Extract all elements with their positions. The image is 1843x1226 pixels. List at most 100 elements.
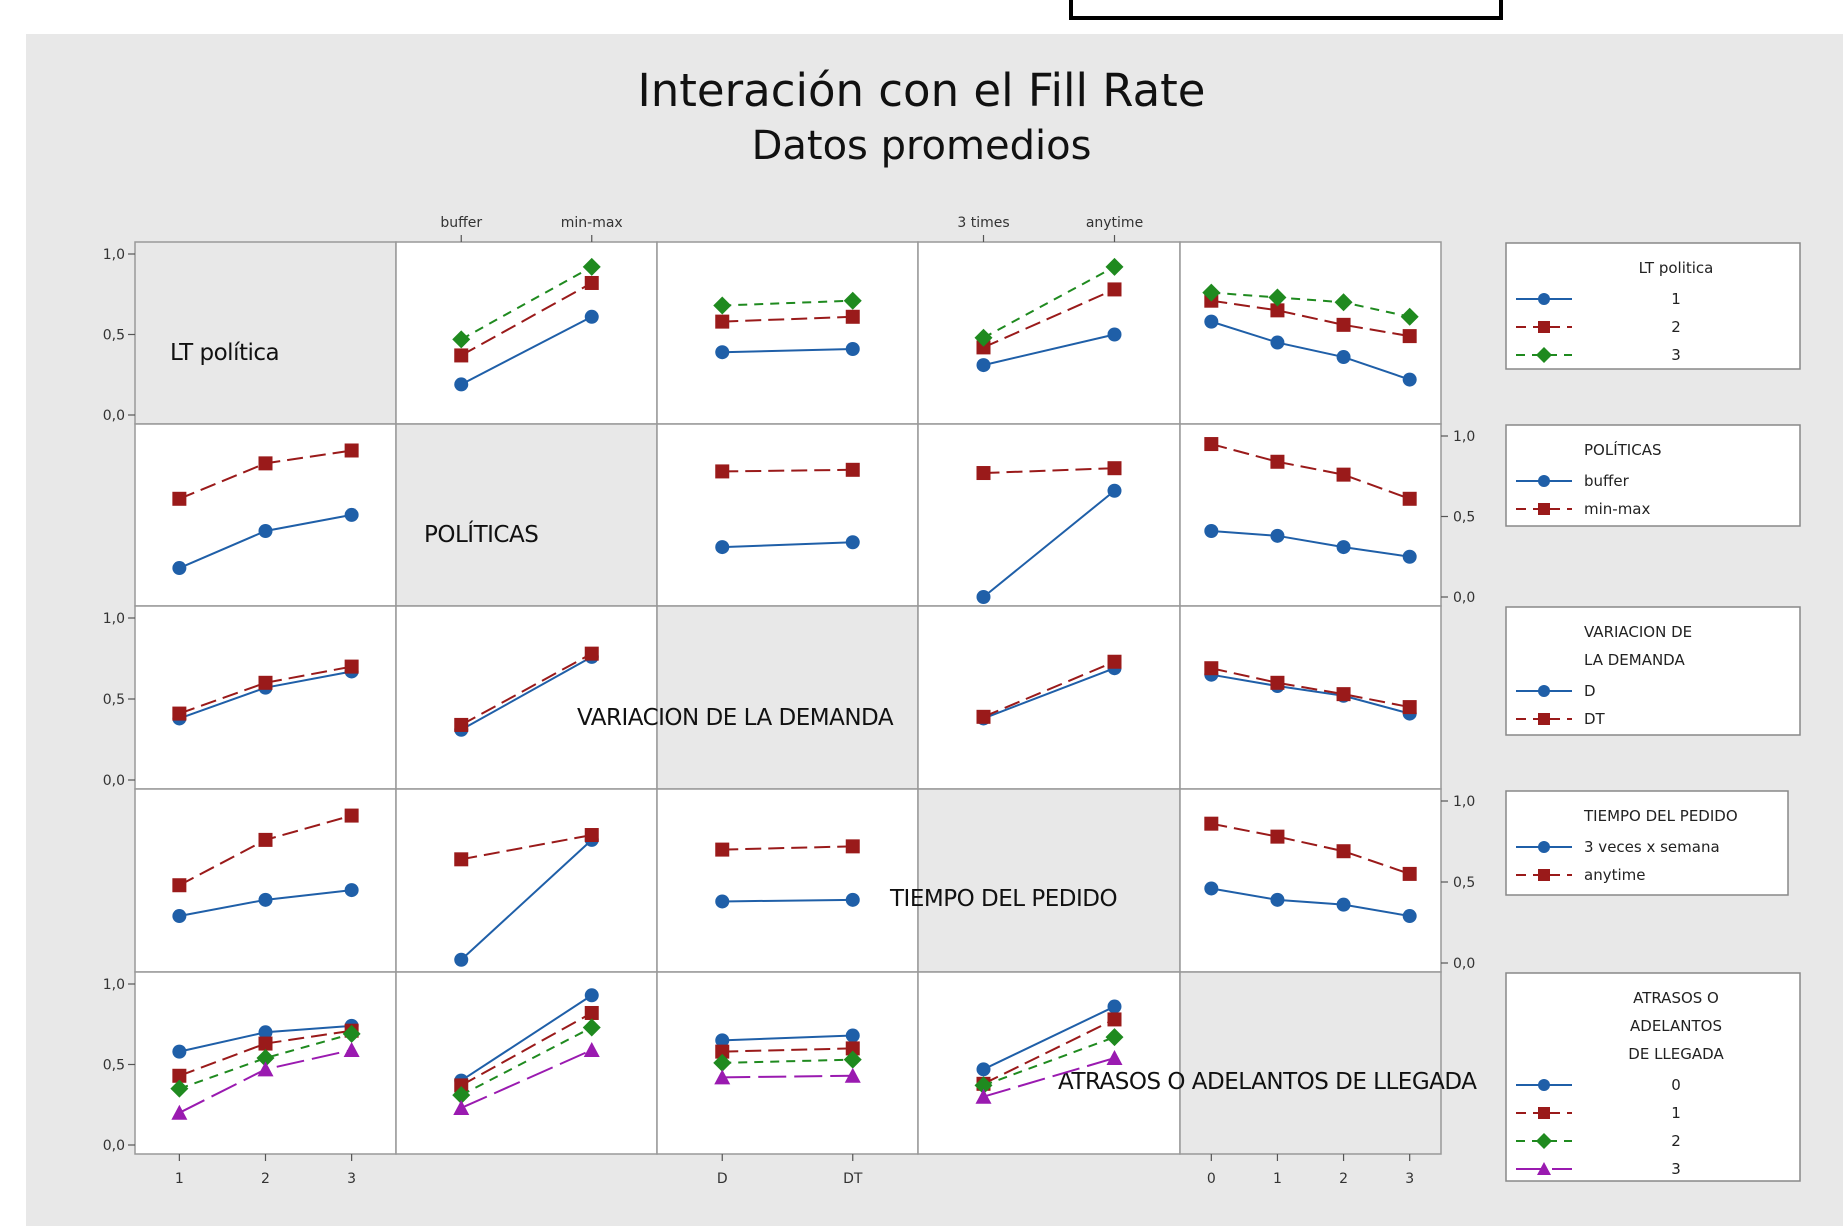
diagonal-cell — [134, 241, 397, 425]
data-point — [845, 839, 860, 854]
legend-marker — [1538, 293, 1550, 305]
diagonal-label: POLÍTICAS — [424, 520, 538, 548]
data-point — [1270, 675, 1285, 690]
plot-cell — [1179, 241, 1442, 425]
data-point — [1107, 1012, 1122, 1027]
data-point — [1204, 816, 1219, 831]
plot-cell — [917, 605, 1181, 790]
data-point — [582, 257, 601, 276]
data-point — [974, 1076, 993, 1095]
data-point — [258, 892, 273, 907]
legend-marker — [1538, 503, 1550, 515]
x-tick-label: 0 — [1207, 1171, 1216, 1187]
data-point — [584, 828, 599, 843]
data-point — [1336, 540, 1351, 555]
x-tick-label: min-max — [561, 215, 623, 231]
plot-cell — [395, 971, 658, 1155]
data-point — [584, 1005, 599, 1020]
data-point — [845, 309, 860, 324]
diagonal-label: LT política — [170, 340, 279, 366]
data-point — [715, 314, 730, 329]
data-point — [1107, 654, 1122, 669]
y-tick-label: 0,0 — [1453, 590, 1475, 606]
series-line — [1211, 443, 1411, 500]
diagonal-label: ATRASOS O ADELANTOS DE LLEGADA — [1058, 1069, 1477, 1095]
data-point — [1336, 467, 1351, 482]
data-point — [258, 1036, 273, 1051]
data-point — [452, 330, 471, 349]
data-point — [1336, 687, 1351, 702]
data-point — [1336, 350, 1351, 365]
y-tick-label: 0,0 — [103, 408, 125, 424]
data-point — [258, 456, 273, 471]
data-point — [1270, 335, 1285, 350]
data-point — [1400, 307, 1419, 326]
diagonal-cell — [395, 423, 658, 607]
data-point — [715, 540, 730, 555]
diagonal-label: VARIACION DE LA DEMANDA — [577, 705, 894, 731]
data-point — [256, 1049, 275, 1068]
data-point — [1402, 372, 1417, 387]
legend-label: 1 — [1671, 290, 1681, 308]
data-point — [713, 1053, 732, 1072]
data-point — [845, 1028, 860, 1043]
data-point — [1106, 1050, 1123, 1066]
legend-marker — [1536, 347, 1552, 363]
legend-label: min-max — [1584, 500, 1651, 518]
data-point — [715, 345, 730, 360]
top-frame-box — [1069, 0, 1503, 20]
legend-marker — [1538, 1079, 1550, 1091]
legend-label: 3 veces x semana — [1584, 838, 1720, 856]
plot-cell — [1179, 423, 1442, 607]
data-point — [1402, 549, 1417, 564]
data-point — [975, 1088, 992, 1104]
x-tick-label: 3 — [1405, 1171, 1414, 1187]
data-point — [453, 1099, 470, 1115]
series-line — [983, 266, 1115, 339]
legend-title: DE LLEGADA — [1628, 1045, 1724, 1063]
data-point — [454, 717, 469, 732]
legend-marker — [1536, 1133, 1552, 1149]
series-line — [722, 541, 853, 549]
data-point — [1105, 1028, 1124, 1047]
legend-marker — [1538, 685, 1550, 697]
x-tick-label: DT — [843, 1171, 863, 1187]
x-tick-label: buffer — [440, 215, 482, 231]
data-point — [843, 291, 862, 310]
data-point — [172, 561, 187, 576]
data-point — [1402, 909, 1417, 924]
legend-marker — [1538, 841, 1550, 853]
data-point — [454, 348, 469, 363]
data-point — [1204, 661, 1219, 676]
data-point — [1270, 303, 1285, 318]
diagonal-label: TIEMPO DEL PEDIDO — [889, 886, 1117, 912]
data-point — [344, 883, 359, 898]
data-point — [454, 852, 469, 867]
x-tick-label: D — [717, 1171, 728, 1187]
data-point — [1402, 700, 1417, 715]
data-point — [172, 491, 187, 506]
legend-label: 3 — [1671, 1160, 1681, 1178]
data-point — [976, 466, 991, 481]
plot-cell — [917, 423, 1181, 607]
data-point — [584, 988, 599, 1003]
series-line — [983, 333, 1115, 367]
diagonal-cell — [917, 788, 1181, 973]
data-point — [582, 1018, 601, 1037]
series-line — [179, 1032, 352, 1090]
legend-box — [1505, 972, 1801, 1182]
series-line — [1211, 822, 1411, 875]
data-point — [715, 464, 730, 479]
data-point — [583, 1042, 600, 1058]
plot-cell — [1179, 788, 1442, 973]
legend-marker — [1538, 713, 1550, 725]
legend-label: 2 — [1671, 318, 1681, 336]
series-line — [1211, 291, 1410, 318]
series-line — [179, 1029, 352, 1077]
diagonal-cell — [1179, 971, 1442, 1155]
y-tick-label: 0,0 — [103, 773, 125, 789]
data-point — [1336, 844, 1351, 859]
data-point — [1270, 892, 1285, 907]
plot-cell — [395, 788, 658, 973]
